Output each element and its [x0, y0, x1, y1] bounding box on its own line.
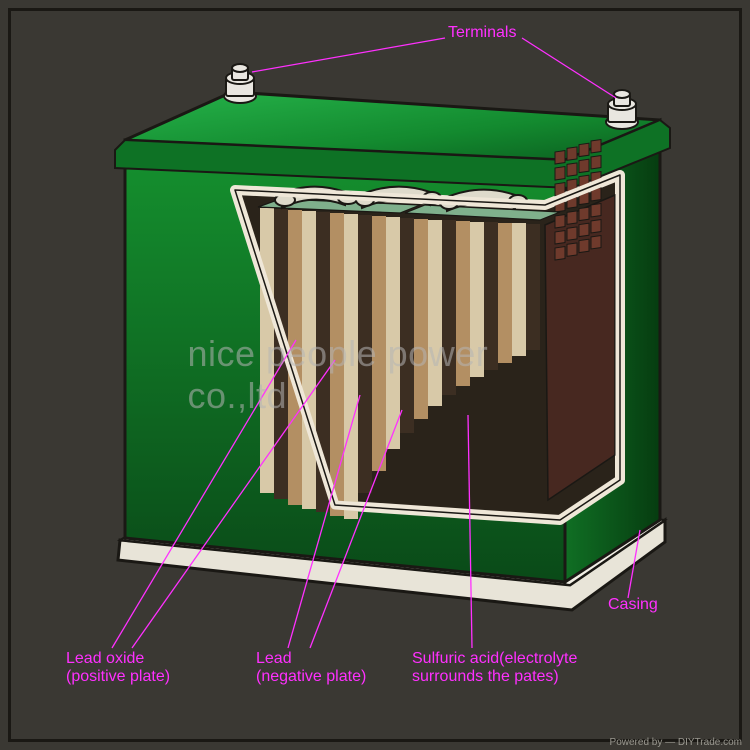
battery-cutaway-diagram — [0, 0, 750, 750]
label-lead: Lead (negative plate) — [256, 650, 366, 687]
label-terminals: Terminals — [448, 24, 516, 42]
label-casing: Casing — [608, 596, 658, 614]
label-lead-oxide: Lead oxide (positive plate) — [66, 650, 170, 687]
terminal-right — [606, 90, 638, 129]
terminal-left — [224, 64, 256, 103]
label-sulfuric: Sulfuric acid(electrolyte surrounds the … — [412, 650, 577, 687]
credit-text: Powered by — DIYTrade.com — [610, 737, 742, 748]
